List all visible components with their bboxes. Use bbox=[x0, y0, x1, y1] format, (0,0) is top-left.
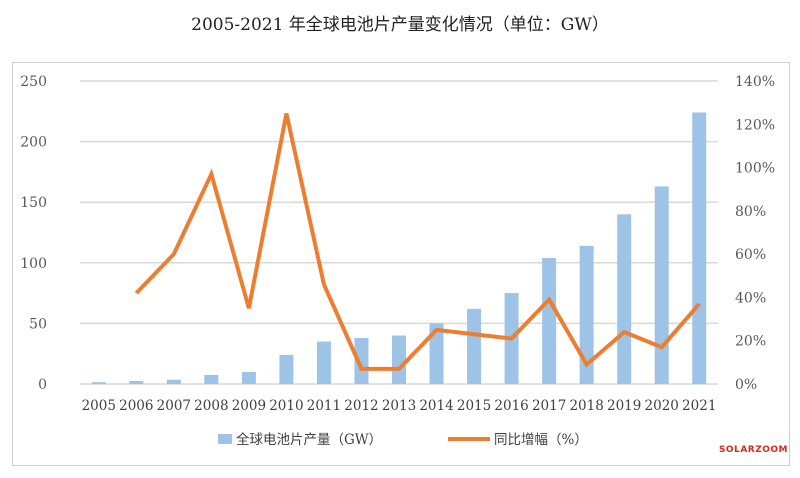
bar bbox=[241, 371, 256, 384]
right-tick-label: 80% bbox=[735, 204, 766, 220]
bar bbox=[579, 245, 594, 384]
left-tick-label: 200 bbox=[20, 135, 47, 151]
x-tick-label: 2020 bbox=[645, 398, 679, 414]
x-tick-label: 2018 bbox=[569, 398, 603, 414]
right-tick-label: 40% bbox=[735, 290, 766, 306]
x-tick-label: 2008 bbox=[194, 398, 228, 414]
left-tick-label: 50 bbox=[29, 316, 47, 332]
bar bbox=[91, 382, 106, 384]
x-tick-label: 2015 bbox=[457, 398, 491, 414]
x-tick-label: 2011 bbox=[307, 398, 341, 414]
bar bbox=[316, 341, 331, 384]
left-tick-label: 250 bbox=[20, 74, 47, 90]
x-tick-label: 2009 bbox=[232, 398, 266, 414]
left-tick-label: 150 bbox=[20, 195, 47, 211]
bar bbox=[429, 323, 444, 384]
bar bbox=[617, 214, 632, 384]
x-tick-label: 2021 bbox=[682, 398, 716, 414]
x-tick-label: 2007 bbox=[157, 398, 191, 414]
x-tick-label: 2016 bbox=[494, 398, 528, 414]
legend-line-label: 同比增幅（%） bbox=[494, 432, 588, 448]
x-tick-label: 2017 bbox=[532, 398, 566, 414]
growth-line bbox=[134, 113, 701, 371]
watermark: SOLARZOOM bbox=[718, 445, 788, 455]
bar bbox=[354, 337, 369, 384]
bar bbox=[166, 379, 181, 384]
x-tick-label: 2005 bbox=[82, 398, 116, 414]
right-tick-label: 120% bbox=[735, 117, 775, 133]
bar bbox=[392, 335, 406, 384]
bar bbox=[654, 186, 669, 384]
x-tick-label: 2006 bbox=[119, 398, 153, 414]
bar bbox=[204, 374, 219, 384]
x-tick-label: 2014 bbox=[419, 398, 453, 414]
x-tick-label: 2010 bbox=[269, 398, 303, 414]
bar bbox=[692, 112, 707, 385]
bar bbox=[542, 257, 557, 384]
right-tick-label: 0% bbox=[735, 377, 757, 393]
bar bbox=[467, 308, 482, 384]
bar bbox=[279, 354, 294, 384]
x-tick-label: 2019 bbox=[607, 398, 641, 414]
bar bbox=[129, 380, 144, 384]
x-tick-label: 2013 bbox=[382, 398, 416, 414]
right-tick-label: 20% bbox=[735, 334, 766, 350]
left-tick-label: 100 bbox=[20, 256, 47, 272]
right-tick-label: 60% bbox=[735, 247, 766, 263]
left-tick-label: 0 bbox=[38, 377, 47, 393]
legend-bar-label: 全球电池片产量（GW） bbox=[236, 431, 382, 448]
legend-bar-swatch bbox=[218, 434, 232, 444]
right-tick-label: 100% bbox=[735, 161, 775, 177]
chart-frame bbox=[12, 62, 790, 466]
chart-title: 2005-2021 年全球电池片产量变化情况（单位：GW） bbox=[191, 15, 609, 35]
x-tick-label: 2012 bbox=[344, 398, 378, 414]
right-tick-label: 140% bbox=[735, 74, 775, 90]
